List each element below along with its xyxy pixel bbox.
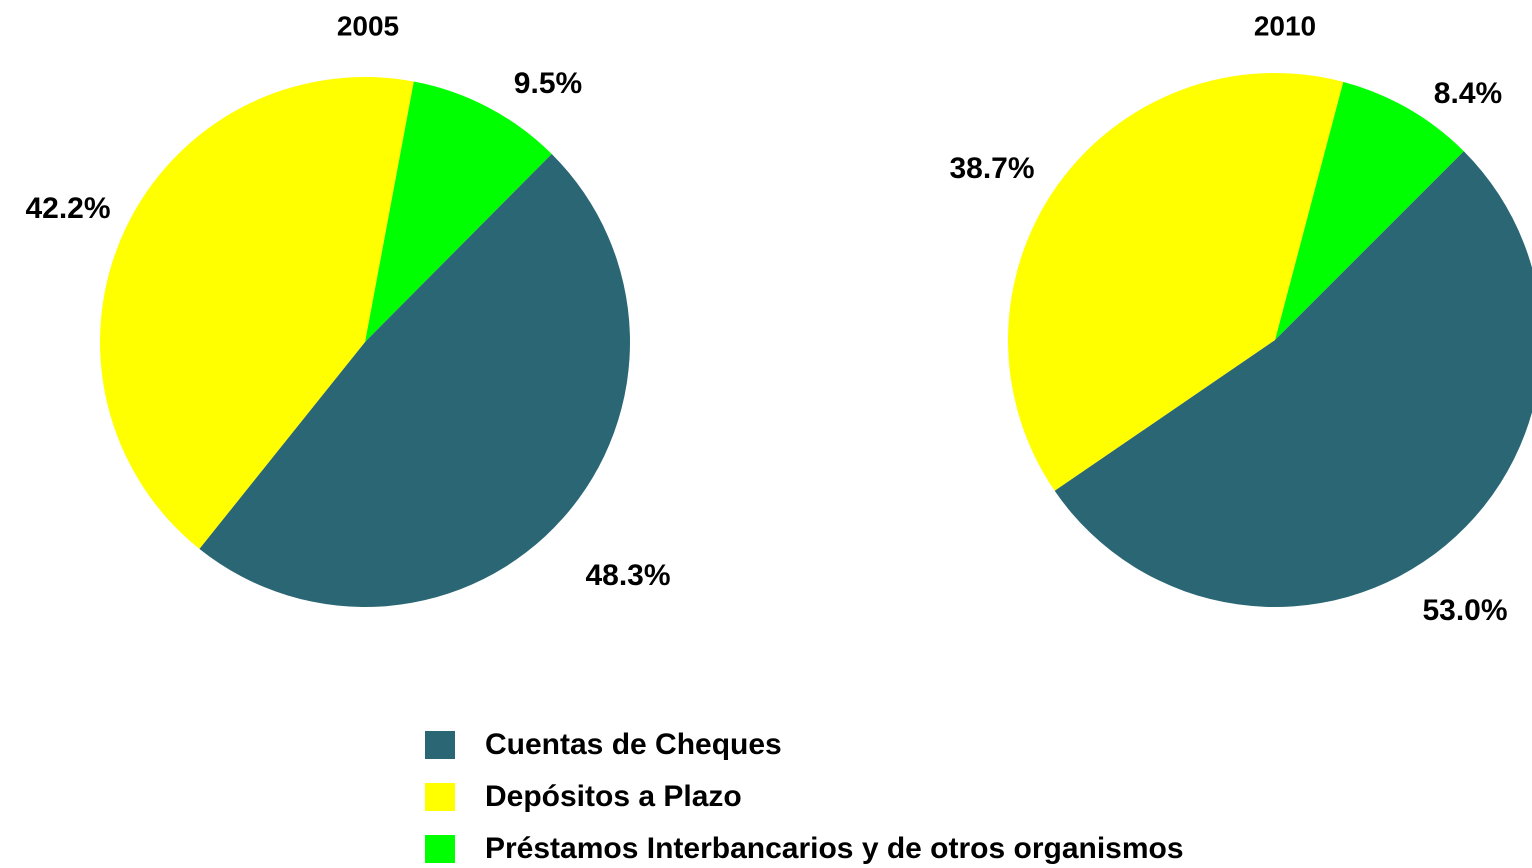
data-label: 8.4%: [1434, 77, 1502, 110]
pie-slice: [1007, 72, 1344, 491]
legend-swatch: [425, 731, 455, 759]
pie-slice: [365, 81, 552, 343]
legend-label: Depósitos a Plazo: [485, 780, 742, 813]
pie-slice: [1054, 151, 1532, 607]
data-label: 48.3%: [585, 559, 670, 592]
data-label: 42.2%: [25, 192, 110, 225]
pie-title: 2005: [337, 10, 399, 41]
data-label: 9.5%: [514, 67, 582, 100]
pie-slice: [199, 153, 631, 608]
legend-label: Préstamos Interbancarios y de otros orga…: [485, 832, 1184, 865]
pie-title: 2010: [1254, 10, 1316, 41]
data-label: 53.0%: [1422, 594, 1507, 627]
data-label: 38.7%: [949, 152, 1034, 185]
pie-slice: [100, 76, 414, 549]
legend-swatch: [425, 835, 455, 863]
legend-label: Cuentas de Cheques: [485, 728, 782, 761]
legend-swatch: [425, 783, 455, 811]
pie-slice: [1275, 81, 1464, 340]
